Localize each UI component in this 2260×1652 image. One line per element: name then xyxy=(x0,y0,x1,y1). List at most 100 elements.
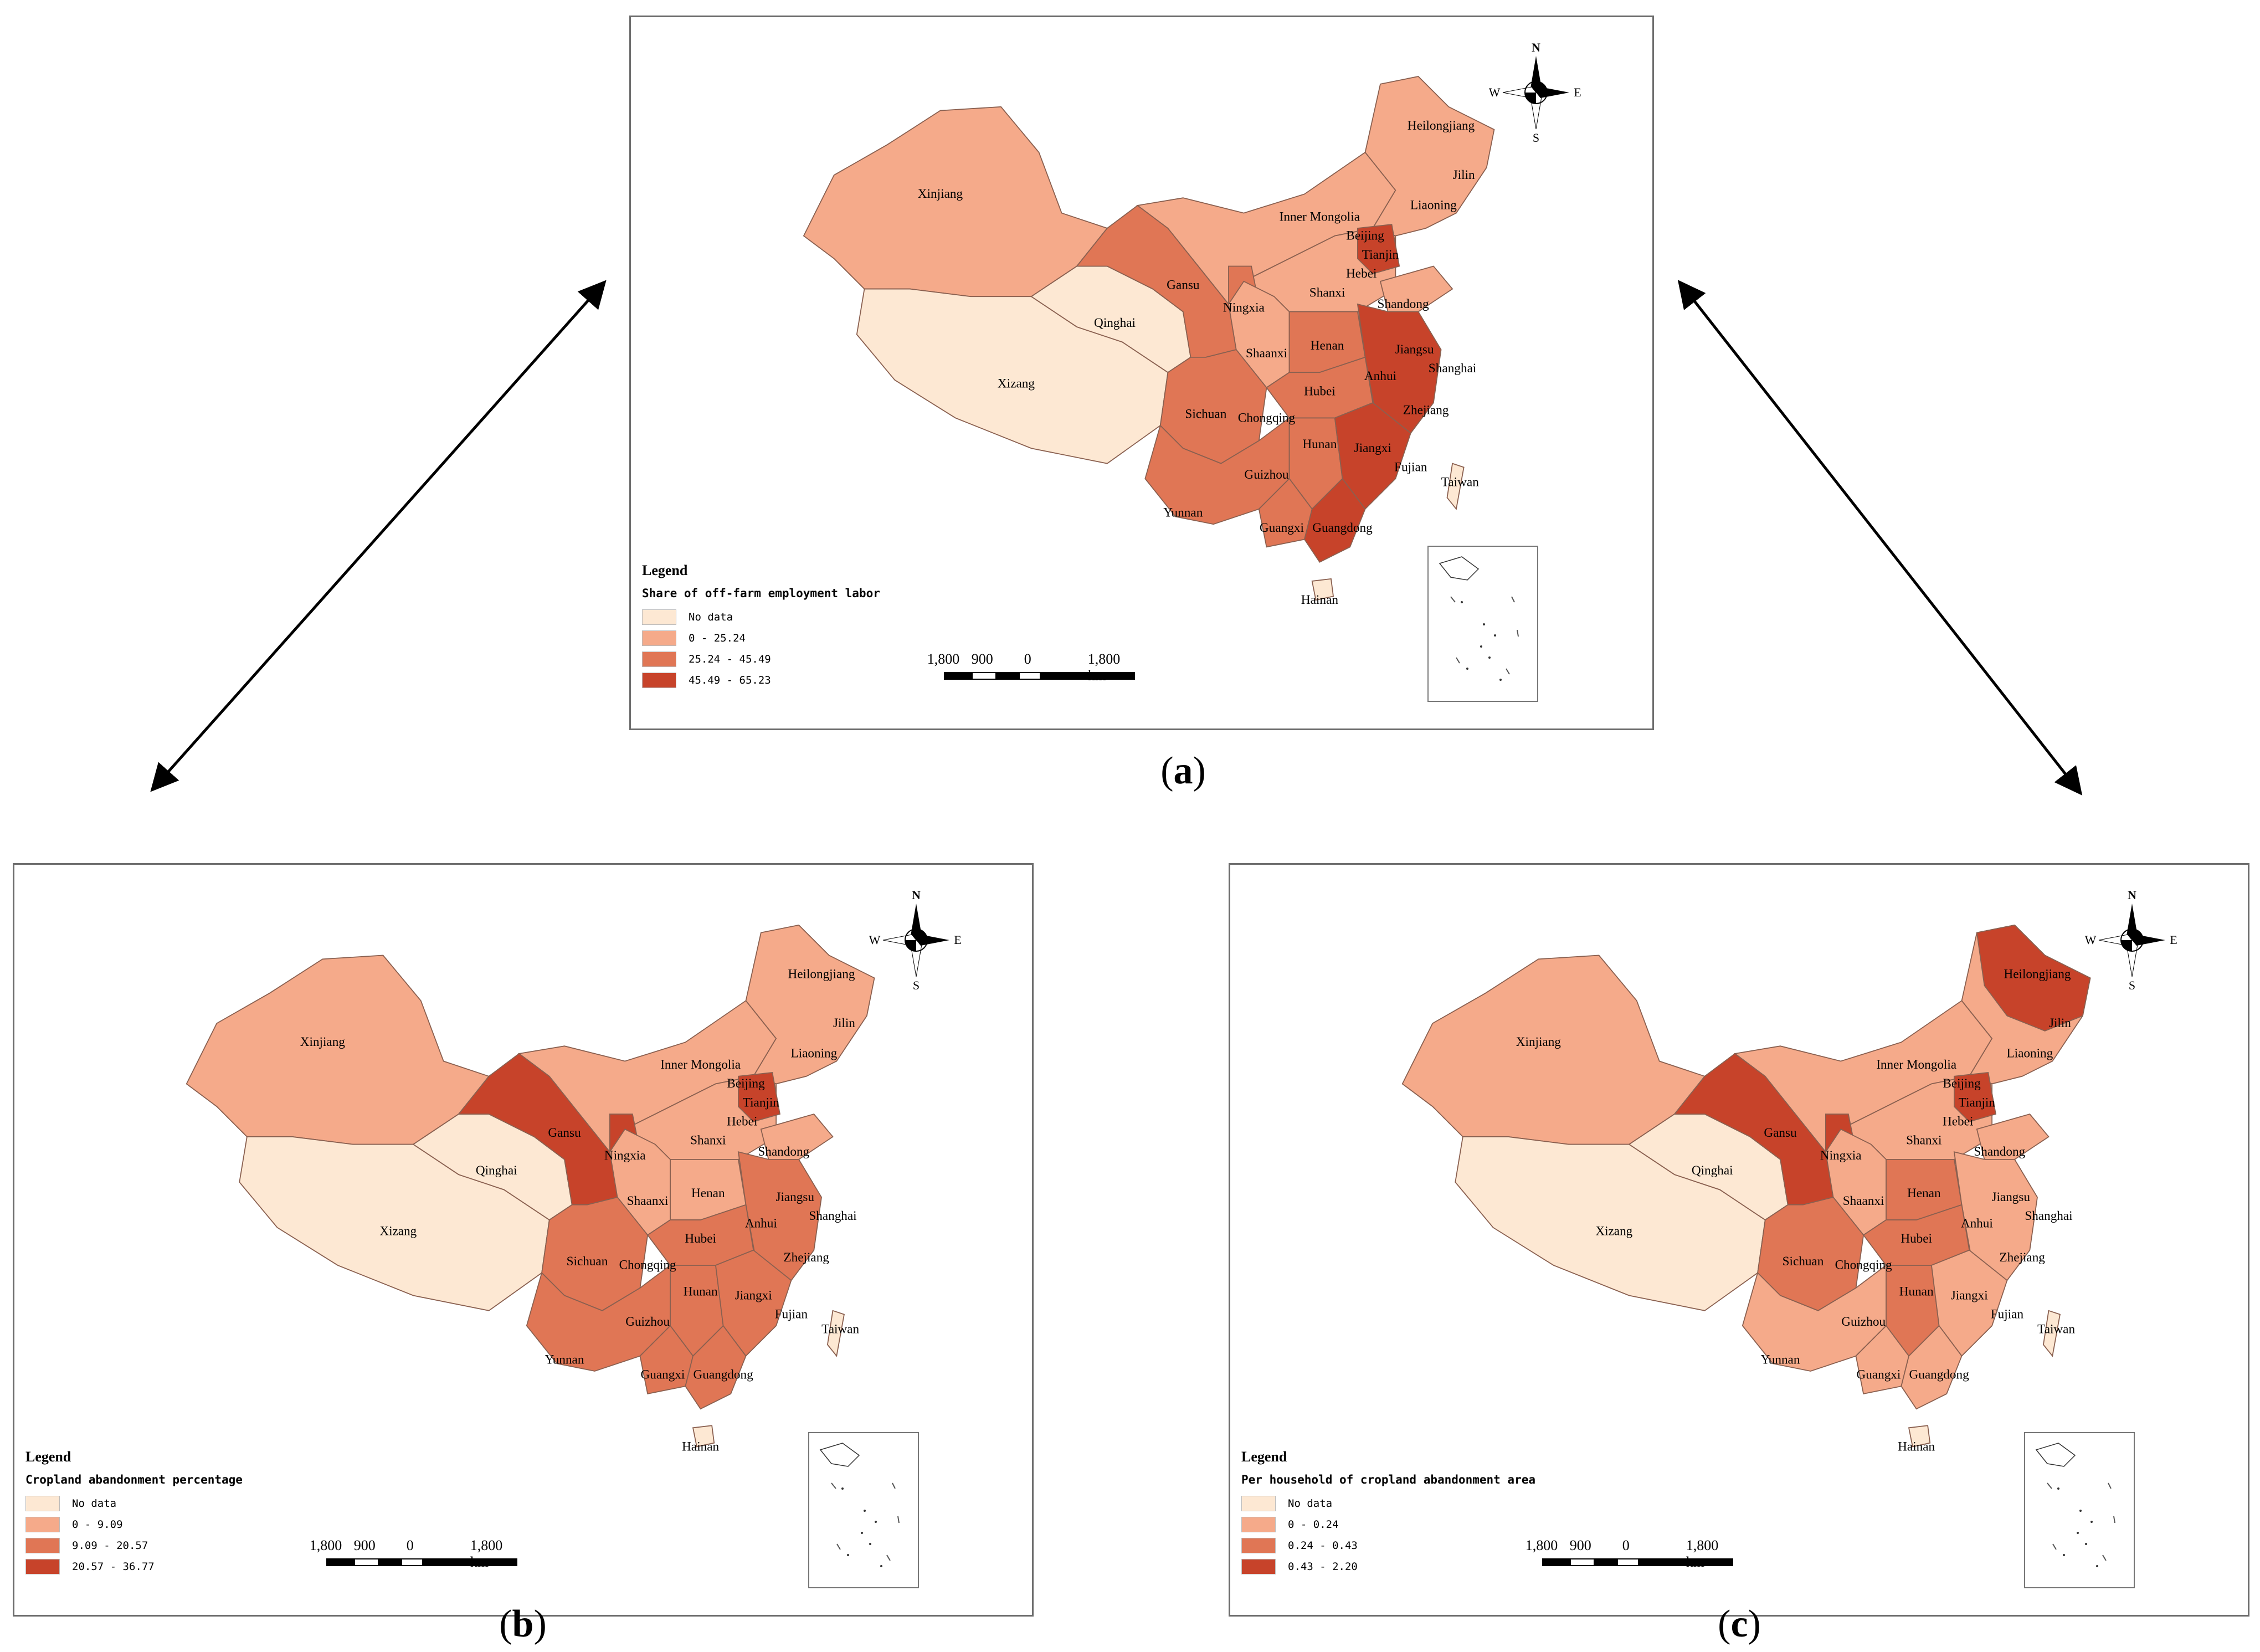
province-label: Shanghai xyxy=(2025,1209,2072,1223)
province-label: Anhui xyxy=(1961,1217,1993,1231)
legend-swatch xyxy=(25,1496,60,1511)
legend-item: 9.09 - 20.57 xyxy=(25,1535,243,1556)
scale-label: 1,800 xyxy=(309,1537,342,1553)
province-label: Shanxi xyxy=(1309,285,1345,300)
scale-segment xyxy=(1569,1558,1595,1566)
arrow-a-to-c xyxy=(1677,280,2083,796)
province-label: Tianjin xyxy=(743,1095,780,1110)
province-label: Henan xyxy=(1907,1186,1941,1200)
province-label: Zhejiang xyxy=(1403,403,1449,418)
north-arrow-icon: N S W E xyxy=(869,887,963,992)
legend-swatch xyxy=(1241,1496,1276,1511)
province-label: Shandong xyxy=(1378,297,1429,311)
south-china-sea-inset xyxy=(2023,1432,2135,1588)
province-label: Gansu xyxy=(1167,278,1200,293)
province-label: Ningxia xyxy=(1223,301,1265,315)
svg-text:W: W xyxy=(869,933,881,947)
province-label: Liaoning xyxy=(790,1046,837,1061)
region-taiwan xyxy=(826,1310,845,1357)
svg-text:E: E xyxy=(954,933,961,947)
province-label: Shandong xyxy=(1974,1145,2025,1159)
china-map: Heilongjiang Jilin Liaoning Xinjiang Inner M… xyxy=(803,76,1495,607)
province-label: Liaoning xyxy=(2006,1046,2053,1061)
scale-segment xyxy=(1018,672,1041,680)
north-arrow-icon: N S W E xyxy=(1489,39,1583,145)
province-label: Hebei xyxy=(1346,266,1377,281)
province-label: Yunnan xyxy=(545,1352,584,1367)
map-legend: Legend Per household of cropland abandonm… xyxy=(1241,1449,1535,1577)
province-label: Chongqing xyxy=(619,1258,676,1273)
province-label: Ningxia xyxy=(1820,1148,1862,1163)
province-label: Guangdong xyxy=(694,1368,754,1382)
legend-item: 0.43 - 2.20 xyxy=(1241,1556,1535,1577)
legend-label: 0 - 25.24 xyxy=(689,632,746,644)
province-label: Hunan xyxy=(1302,437,1337,452)
legend-swatch xyxy=(1241,1517,1276,1532)
province-label: Jiangsu xyxy=(1395,342,1434,357)
legend-label: 0.24 - 0.43 xyxy=(1288,1540,1358,1552)
svg-text:S: S xyxy=(2129,978,2135,992)
caption-b: (b) xyxy=(499,1603,547,1645)
province-label: Chongqing xyxy=(1835,1258,1892,1273)
province-label: Hunan xyxy=(684,1285,718,1299)
province-label: Shanghai xyxy=(1429,361,1477,376)
legend-subtitle: Share of off-farm employment labor xyxy=(642,587,880,600)
province-label: Jiangxi xyxy=(1951,1288,1988,1302)
province-label: Xizang xyxy=(1595,1224,1632,1238)
legend-label: 0 - 9.09 xyxy=(72,1518,123,1531)
svg-text:N: N xyxy=(2128,888,2136,902)
china-map: Heilongjiang Jilin Liaoning Xinjiang Inner M… xyxy=(1401,924,2091,1454)
legend-label: 25.24 - 45.49 xyxy=(689,653,771,665)
scale-label: 0 xyxy=(1024,651,1031,667)
north-arrow-icon: N S W E xyxy=(2085,887,2179,992)
legend-label: 45.49 - 65.23 xyxy=(689,674,771,686)
province-label: Hainan xyxy=(682,1439,719,1454)
province-label: Gansu xyxy=(548,1126,581,1140)
scale-segment xyxy=(996,672,1019,680)
svg-text:W: W xyxy=(1489,85,1501,99)
legend-label: 0 - 0.24 xyxy=(1288,1518,1339,1531)
legend-swatch xyxy=(25,1559,60,1574)
region-guangdong xyxy=(1304,478,1366,563)
scale-segment xyxy=(353,1558,379,1566)
legend-item: No data xyxy=(25,1493,243,1514)
legend-swatch xyxy=(642,609,676,625)
svg-text:E: E xyxy=(2170,933,2177,947)
legend-item: 20.57 - 36.77 xyxy=(25,1556,243,1577)
province-label: Gansu xyxy=(1764,1126,1797,1140)
province-label: Guizhou xyxy=(1841,1315,1886,1329)
legend-swatch xyxy=(642,630,676,646)
province-label: Inner Mongolia xyxy=(660,1058,741,1072)
legend-subtitle: Per household of cropland abandonment ar… xyxy=(1241,1473,1536,1486)
province-label: Liaoning xyxy=(1410,198,1457,213)
region-guangdong xyxy=(685,1325,747,1410)
legend-item: No data xyxy=(1241,1493,1535,1514)
svg-text:W: W xyxy=(2085,933,2097,947)
province-label: Fujian xyxy=(775,1307,808,1321)
province-label: Shanghai xyxy=(809,1209,856,1223)
map-legend: Legend Cropland abandonment percentage No … xyxy=(25,1449,243,1577)
svg-text:N: N xyxy=(1532,40,1540,54)
province-label: Guangdong xyxy=(1909,1368,1970,1382)
province-label: Shaanxi xyxy=(1843,1194,1884,1208)
province-label: Shaanxi xyxy=(1246,346,1287,361)
province-label: Qinghai xyxy=(1692,1163,1733,1178)
legend-label: No data xyxy=(1288,1497,1333,1510)
province-label: Shanxi xyxy=(690,1133,726,1148)
region-hainan xyxy=(692,1425,715,1448)
legend-item: 45.49 - 65.23 xyxy=(642,670,880,691)
province-label: Sichuan xyxy=(567,1254,608,1269)
province-label: Sichuan xyxy=(1783,1254,1824,1269)
province-label: Hebei xyxy=(1943,1114,1973,1128)
region-hainan xyxy=(1908,1425,1931,1448)
province-label: Fujian xyxy=(1991,1307,2024,1321)
province-label: Inner Mongolia xyxy=(1280,209,1360,224)
scale-label: 1,800 xyxy=(1525,1537,1558,1553)
south-china-sea-inset xyxy=(1427,546,1539,702)
province-label: Yunnan xyxy=(1761,1352,1800,1367)
region-northeast xyxy=(1364,76,1495,237)
region-shandong xyxy=(760,1113,834,1160)
region-xinjiang xyxy=(803,106,1108,297)
